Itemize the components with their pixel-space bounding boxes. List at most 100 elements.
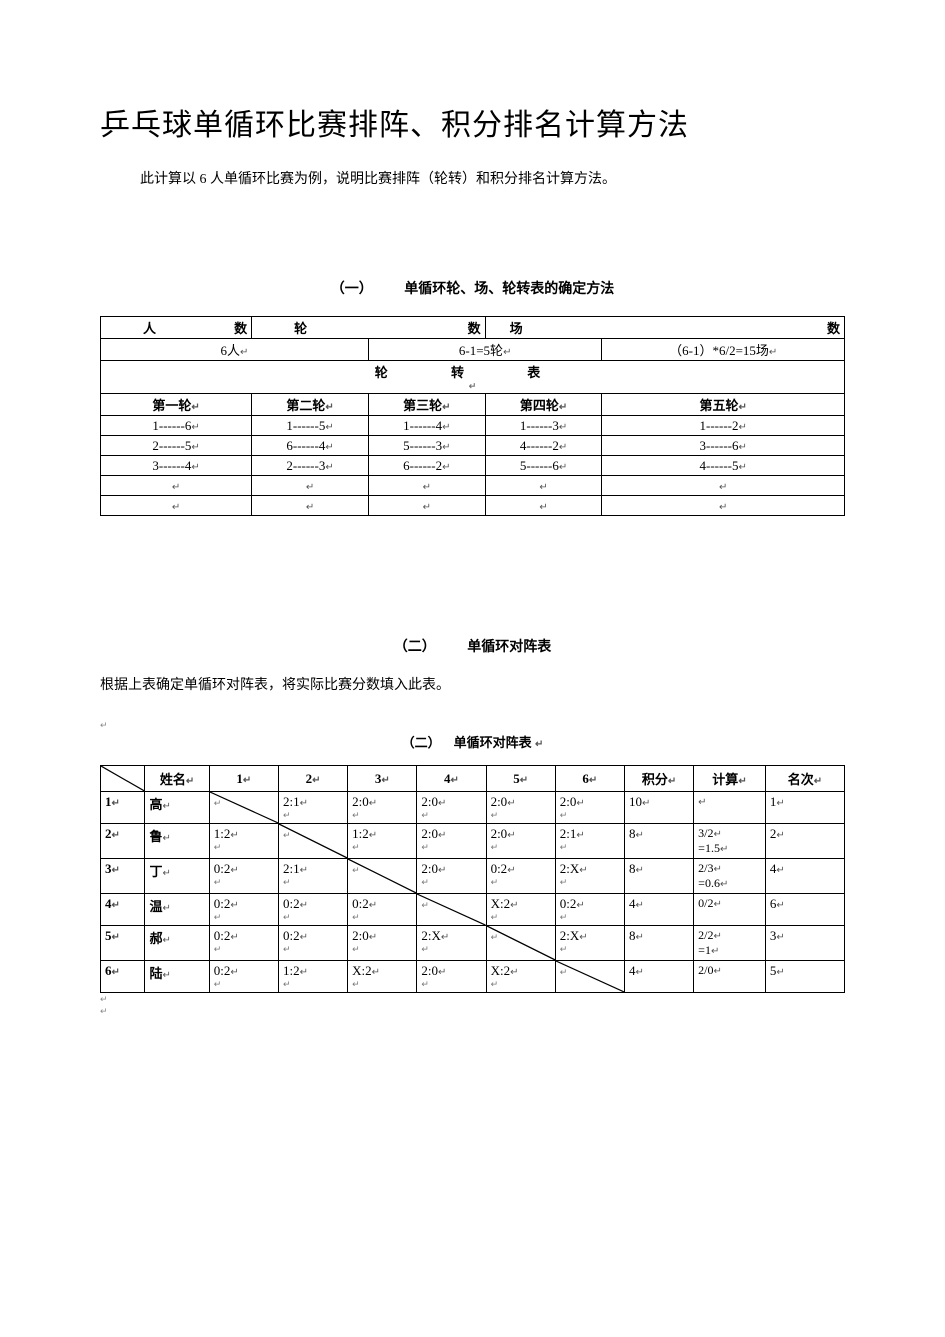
section1-heading: （一） 单循环轮、场、轮转表的确定方法	[100, 278, 845, 298]
score-cell: 2:0↵↵	[555, 792, 624, 824]
hdr-3: 3↵	[348, 766, 417, 792]
score-cell: 2:0↵↵	[486, 792, 555, 824]
table-row: 5↵郝↵0:2↵↵0:2↵↵2:0↵↵2:X↵↵↵2:X↵↵8↵2/2↵=1↵3…	[101, 926, 845, 961]
player-name: 鲁↵	[145, 824, 209, 859]
score-cell: 0:2↵↵	[486, 859, 555, 894]
table-row: 2↵鲁↵1:2↵↵↵1:2↵↵2:0↵↵2:0↵↵2:1↵↵8↵3/2↵=1.5…	[101, 824, 845, 859]
score-cell: 0:2↵↵	[209, 926, 278, 961]
score-cell: 1:2↵↵	[348, 824, 417, 859]
hdr-calc: 计算↵	[694, 766, 766, 792]
rank-cell: 4↵	[765, 859, 844, 894]
paragraph-mark: ↵	[100, 720, 845, 731]
calc-cell: 0/2↵	[694, 894, 766, 926]
table-row: 1------6↵ 1------5↵ 1------4↵ 1------3↵ …	[101, 416, 845, 436]
rank-cell: 1↵	[765, 792, 844, 824]
match-result-table: 姓名↵ 1↵ 2↵ 3↵ 4↵ 5↵ 6↵ 积分↵ 计算↵ 名次↵ 1↵高↵↵2…	[100, 765, 845, 993]
score-cell: ↵	[486, 926, 555, 961]
table-row: 3↵丁↵0:2↵↵2:1↵↵↵2:0↵↵0:2↵↵2:X↵↵8↵2/3↵=0.6…	[101, 859, 845, 894]
score-cell: 2:1↵↵	[278, 859, 347, 894]
player-name: 陆↵	[145, 961, 209, 993]
row-number: 2↵	[101, 824, 145, 859]
points-cell: 4↵	[624, 961, 693, 993]
page-title: 乒乓球单循环比赛排阵、积分排名计算方法	[100, 100, 845, 144]
score-cell: 0:2↵↵	[348, 894, 417, 926]
paragraph-mark: ↵	[100, 1006, 845, 1017]
player-name: 高↵	[145, 792, 209, 824]
calc-cell: 3/2↵=1.5↵	[694, 824, 766, 859]
hdr-people: 人 数	[101, 317, 252, 339]
score-cell: 1:2↵↵	[278, 961, 347, 993]
row-number: 1↵	[101, 792, 145, 824]
player-name: 丁↵	[145, 859, 209, 894]
hdr-1: 1↵	[209, 766, 278, 792]
table-row: 1↵高↵↵2:1↵↵2:0↵↵2:0↵↵2:0↵↵2:0↵↵10↵↵1↵	[101, 792, 845, 824]
row-number: 5↵	[101, 926, 145, 961]
score-cell: 2:1↵↵	[278, 792, 347, 824]
paragraph-mark: ↵	[100, 994, 845, 1005]
section2-num: （二）	[394, 640, 436, 655]
points-cell: 8↵	[624, 926, 693, 961]
rotation-title: 轮 转 表 ↵	[101, 361, 845, 394]
hdr-4: 4↵	[417, 766, 486, 792]
score-cell: ↵	[555, 961, 624, 993]
score-cell: 2:0↵↵	[348, 792, 417, 824]
hdr-5: 5↵	[486, 766, 555, 792]
rank-cell: 5↵	[765, 961, 844, 993]
table-row: 4↵温↵0:2↵↵0:2↵↵0:2↵↵↵X:2↵↵0:2↵↵4↵0/2↵6↵	[101, 894, 845, 926]
score-cell: 2:X↵↵	[555, 859, 624, 894]
table-row: 人 数 轮 数 场 数	[101, 317, 845, 339]
round-header-row: 第一轮↵ 第二轮↵ 第三轮↵ 第四轮↵ 第五轮↵	[101, 394, 845, 416]
corner-cell	[101, 766, 145, 792]
score-cell: X:2↵↵	[486, 961, 555, 993]
score-cell: 2:0↵↵	[417, 792, 486, 824]
calc-cell: ↵	[694, 792, 766, 824]
player-name: 郝↵	[145, 926, 209, 961]
round-1-hdr: 第一轮↵	[101, 394, 252, 416]
table-row: 轮 转 表 ↵	[101, 361, 845, 394]
hdr-2: 2↵	[278, 766, 347, 792]
round-3-hdr: 第三轮↵	[368, 394, 485, 416]
rotation-definition-table: 人 数 轮 数 场 数 6人↵ 6-1=5轮↵ （6-1）*6/2=15场↵ 轮…	[100, 316, 845, 516]
score-cell: ↵	[278, 824, 347, 859]
score-cell: 0:2↵↵	[209, 859, 278, 894]
score-cell: 2:0↵↵	[417, 961, 486, 993]
score-cell: X:2↵↵	[486, 894, 555, 926]
score-cell: ↵	[348, 859, 417, 894]
val-rounds: 6-1=5轮↵	[368, 339, 602, 361]
score-cell: 0:2↵↵	[209, 961, 278, 993]
table-row: ↵ ↵ ↵ ↵ ↵	[101, 476, 845, 496]
calc-cell: 2/2↵=1↵	[694, 926, 766, 961]
row-number: 3↵	[101, 859, 145, 894]
table-row: 2------5↵ 6------4↵ 5------3↵ 4------2↵ …	[101, 436, 845, 456]
section2-subheading: （二） 单循环对阵表 ↵	[100, 732, 845, 751]
section2-title: 单循环对阵表	[467, 640, 551, 655]
table-row: 3------4↵ 2------3↵ 6------2↵ 5------6↵ …	[101, 456, 845, 476]
val-people: 6人↵	[101, 339, 369, 361]
score-cell: 2:X↵↵	[417, 926, 486, 961]
table-row: 6↵陆↵0:2↵↵1:2↵↵X:2↵↵2:0↵↵X:2↵↵↵4↵2/0↵5↵	[101, 961, 845, 993]
section1-num: （一）	[331, 282, 373, 297]
score-cell: 2:1↵↵	[555, 824, 624, 859]
hdr-6: 6↵	[555, 766, 624, 792]
row-number: 4↵	[101, 894, 145, 926]
score-cell: 0:2↵↵	[555, 894, 624, 926]
points-cell: 10↵	[624, 792, 693, 824]
score-cell: 2:0↵↵	[417, 859, 486, 894]
rank-cell: 6↵	[765, 894, 844, 926]
rank-cell: 2↵	[765, 824, 844, 859]
player-name: 温↵	[145, 894, 209, 926]
points-cell: 8↵	[624, 859, 693, 894]
hdr-rounds: 轮 数	[252, 317, 486, 339]
round-4-hdr: 第四轮↵	[485, 394, 602, 416]
score-cell: 2:0↵↵	[348, 926, 417, 961]
score-cell: ↵	[209, 792, 278, 824]
calc-cell: 2/0↵	[694, 961, 766, 993]
rank-cell: 3↵	[765, 926, 844, 961]
header-row: 姓名↵ 1↵ 2↵ 3↵ 4↵ 5↵ 6↵ 积分↵ 计算↵ 名次↵	[101, 766, 845, 792]
section1-title: 单循环轮、场、轮转表的确定方法	[404, 282, 614, 297]
points-cell: 4↵	[624, 894, 693, 926]
score-cell: 2:0↵↵	[417, 824, 486, 859]
section2-intro: 根据上表确定单循环对阵表，将实际比赛分数填入此表。	[100, 674, 845, 694]
calc-cell: 2/3↵=0.6↵	[694, 859, 766, 894]
hdr-points: 积分↵	[624, 766, 693, 792]
